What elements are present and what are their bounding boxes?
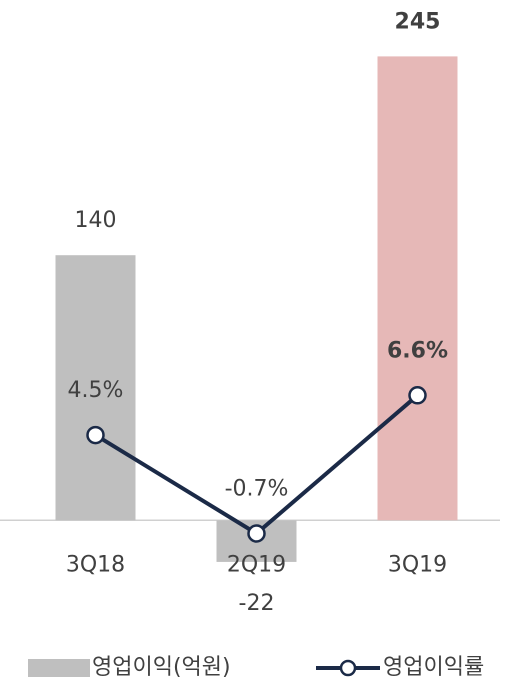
legend-swatch bbox=[28, 659, 90, 677]
x-tick-label: 3Q19 bbox=[388, 552, 447, 577]
line-value-label: 4.5% bbox=[68, 378, 124, 403]
line-marker bbox=[86, 425, 105, 445]
line bbox=[94, 393, 419, 536]
line-marker bbox=[247, 524, 266, 543]
line-value-label: -0.7% bbox=[225, 477, 289, 502]
legend-label: 영업이익(억원) bbox=[92, 655, 231, 680]
legend-label: 영업이익률 bbox=[383, 655, 484, 680]
bar-value-label: 245 bbox=[395, 9, 441, 34]
bar-value-label: -22 bbox=[239, 591, 275, 616]
line-marker bbox=[408, 386, 427, 405]
bar bbox=[377, 56, 458, 521]
bar bbox=[55, 255, 136, 521]
x-tick-label: 2Q19 bbox=[227, 552, 286, 577]
line-value-label: 6.6% bbox=[387, 338, 448, 363]
bar-value-label: 140 bbox=[75, 208, 117, 233]
x-tick-label: 3Q18 bbox=[66, 552, 125, 577]
legend-marker bbox=[339, 659, 357, 677]
